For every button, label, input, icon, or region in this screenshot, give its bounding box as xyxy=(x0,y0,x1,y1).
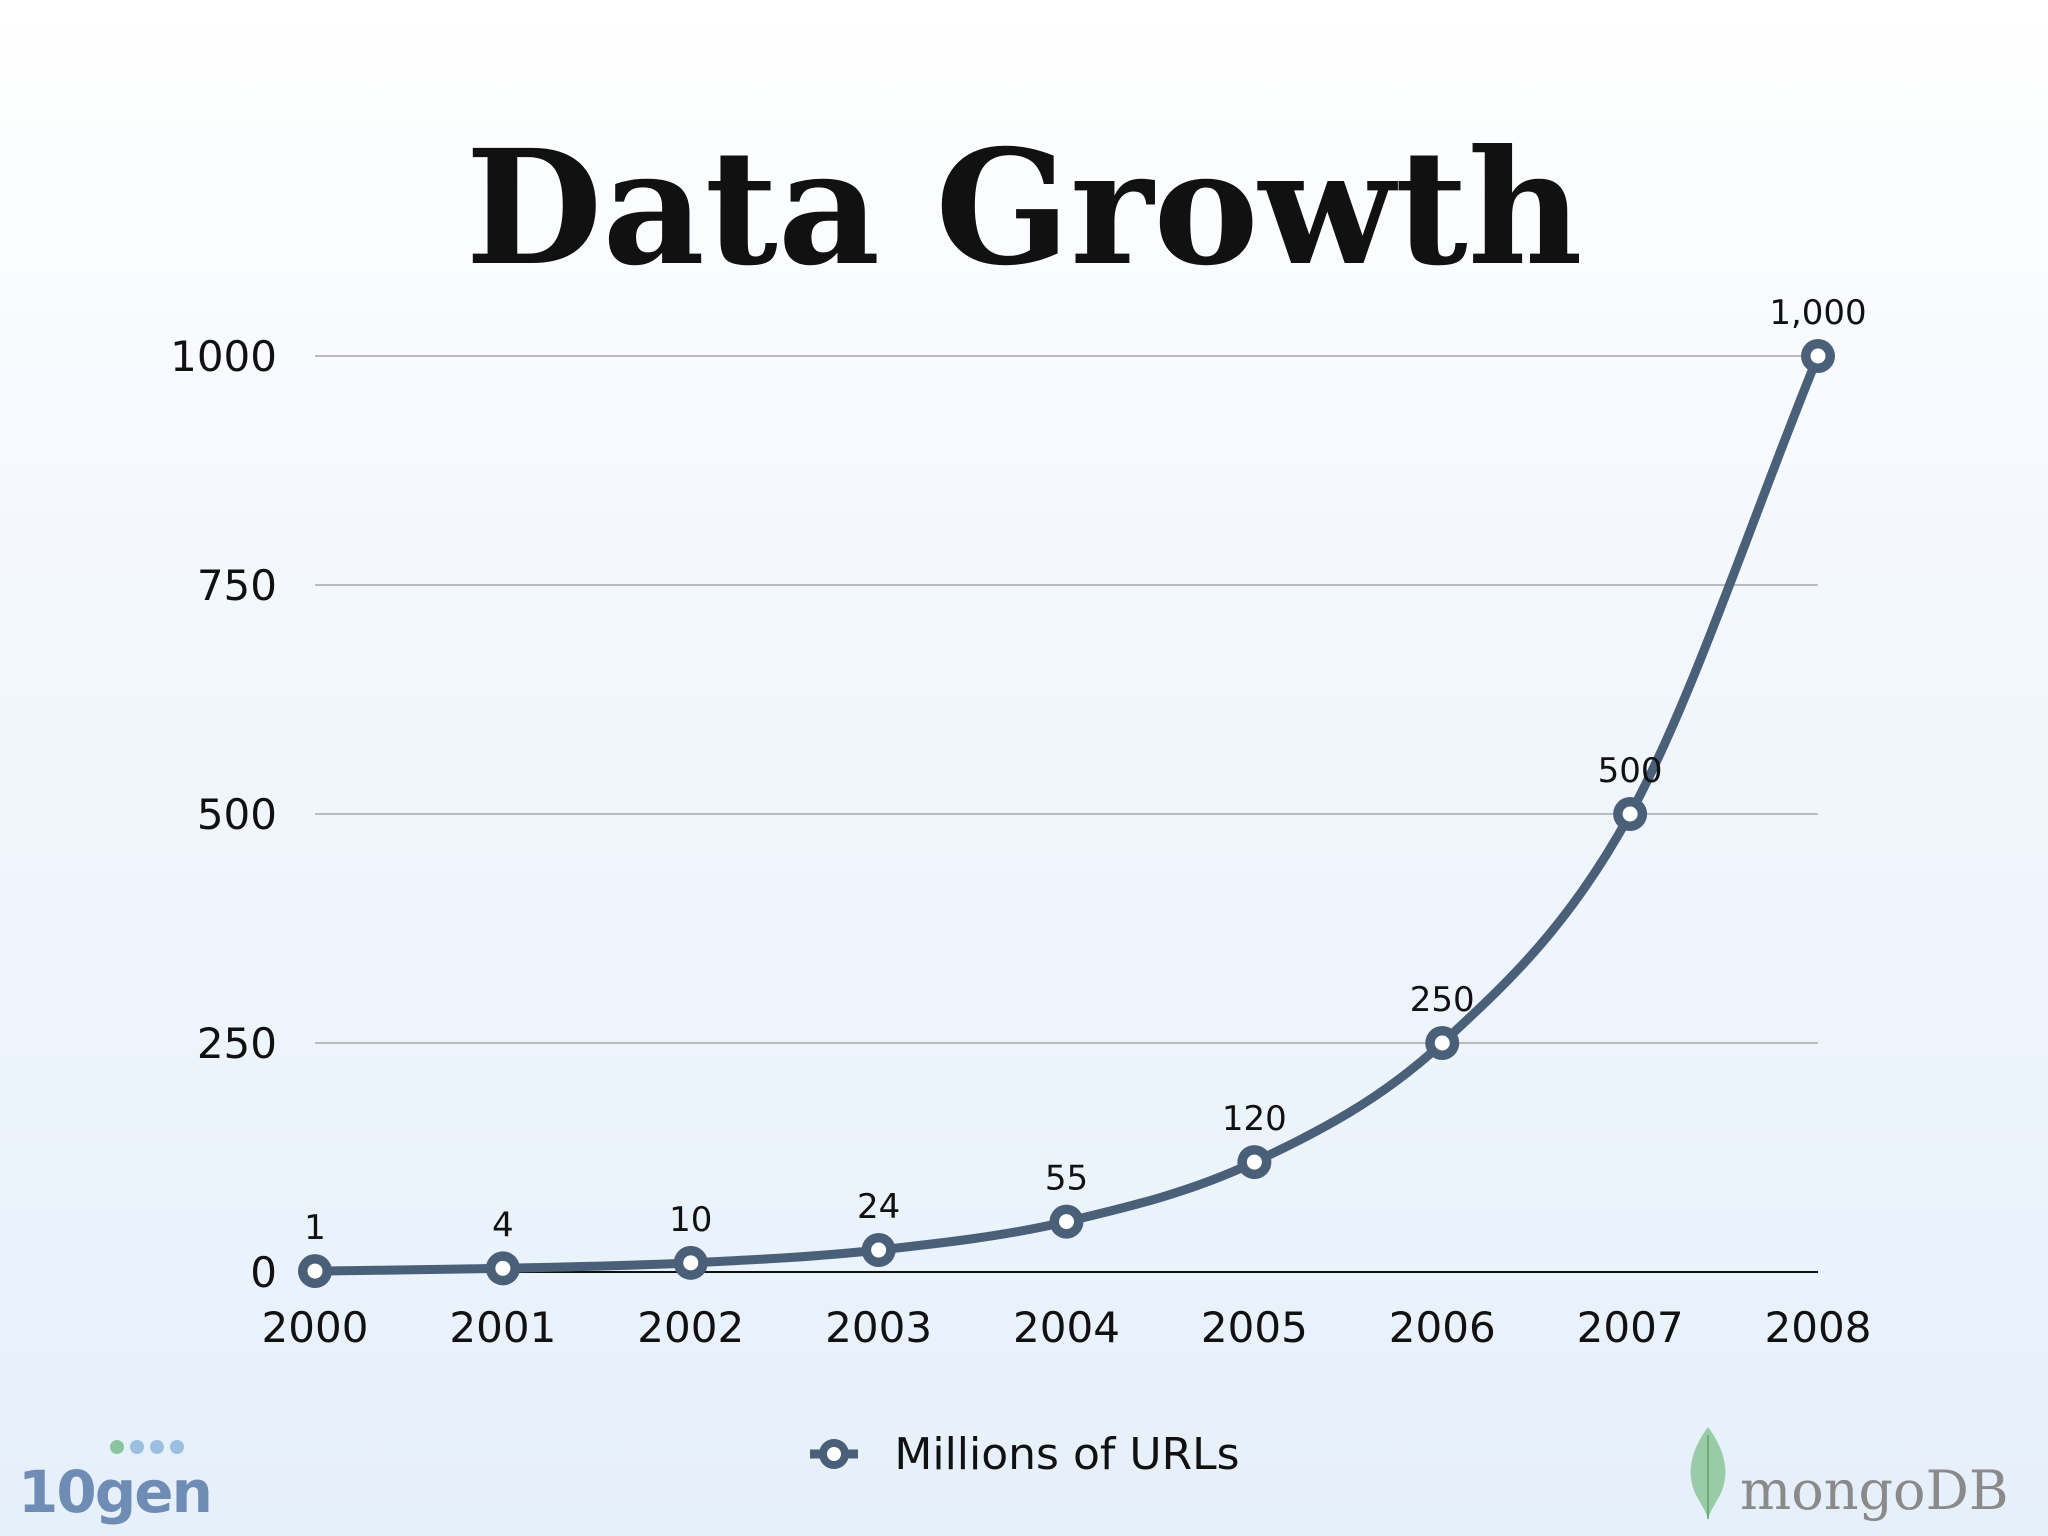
data-points xyxy=(298,339,1835,1289)
data-point-center xyxy=(1246,1154,1262,1170)
data-point-center xyxy=(871,1242,887,1258)
data-label: 24 xyxy=(857,1187,900,1227)
x-tick-label: 2007 xyxy=(1577,1303,1684,1352)
y-tick-label: 750 xyxy=(197,561,277,610)
data-point-center xyxy=(1059,1214,1074,1230)
data-label: 250 xyxy=(1410,980,1475,1020)
x-tick-label: 2002 xyxy=(637,1303,744,1352)
data-label: 1,000 xyxy=(1769,293,1866,333)
data-label: 500 xyxy=(1598,751,1663,791)
data-label: 55 xyxy=(1045,1159,1088,1199)
data-label: 10 xyxy=(669,1200,712,1240)
y-tick-label: 1000 xyxy=(170,332,277,381)
data-point-center xyxy=(683,1255,699,1271)
data-labels: 1 4 10 24 55 120 250 500 1,000 xyxy=(304,293,1866,1248)
x-tick-label: 2004 xyxy=(1013,1303,1120,1352)
logo-dot-icon xyxy=(130,1440,144,1454)
x-tick-label: 2008 xyxy=(1765,1303,1872,1352)
x-tick-label: 2006 xyxy=(1389,1303,1496,1352)
x-axis-ticks: 2000 2001 2002 2003 2004 2005 2006 2007 2008 xyxy=(262,1303,1872,1352)
legend: Millions of URLs xyxy=(0,1428,2048,1480)
logo-dot-icon xyxy=(170,1440,184,1454)
y-tick-label: 250 xyxy=(197,1019,277,1068)
slide-title: Data Growth xyxy=(465,116,1583,301)
y-tick-label: 500 xyxy=(197,790,277,839)
x-tick-label: 2000 xyxy=(262,1303,369,1352)
y-axis-ticks: 0 250 500 750 1000 xyxy=(170,332,277,1297)
gridlines xyxy=(315,355,1818,1273)
data-label: 120 xyxy=(1222,1099,1287,1139)
legend-label: Millions of URLs xyxy=(894,1428,1240,1480)
x-tick-label: 2005 xyxy=(1201,1303,1308,1352)
data-point-center xyxy=(307,1263,323,1279)
x-tick-label: 2003 xyxy=(825,1303,932,1352)
data-point-center xyxy=(1434,1035,1450,1051)
data-label: 4 xyxy=(492,1205,514,1245)
data-point-center xyxy=(1810,348,1826,364)
mongodb-logo: mongoDB xyxy=(1680,1425,2040,1525)
data-point-center xyxy=(1622,806,1638,822)
data-point-center xyxy=(495,1260,511,1276)
10gen-logo-text: 10gen xyxy=(18,1458,213,1526)
legend-marker-icon xyxy=(810,1439,859,1469)
logo-dot-icon xyxy=(150,1440,164,1454)
10gen-logo: 10gen xyxy=(18,1440,213,1526)
logo-dot-icon xyxy=(110,1440,124,1454)
mongodb-leaf-icon xyxy=(1690,1427,1726,1519)
x-tick-label: 2001 xyxy=(449,1303,556,1352)
mongodb-logo-text: mongoDB xyxy=(1740,1459,2009,1522)
y-tick-label: 0 xyxy=(250,1248,277,1297)
data-label: 1 xyxy=(304,1208,326,1248)
